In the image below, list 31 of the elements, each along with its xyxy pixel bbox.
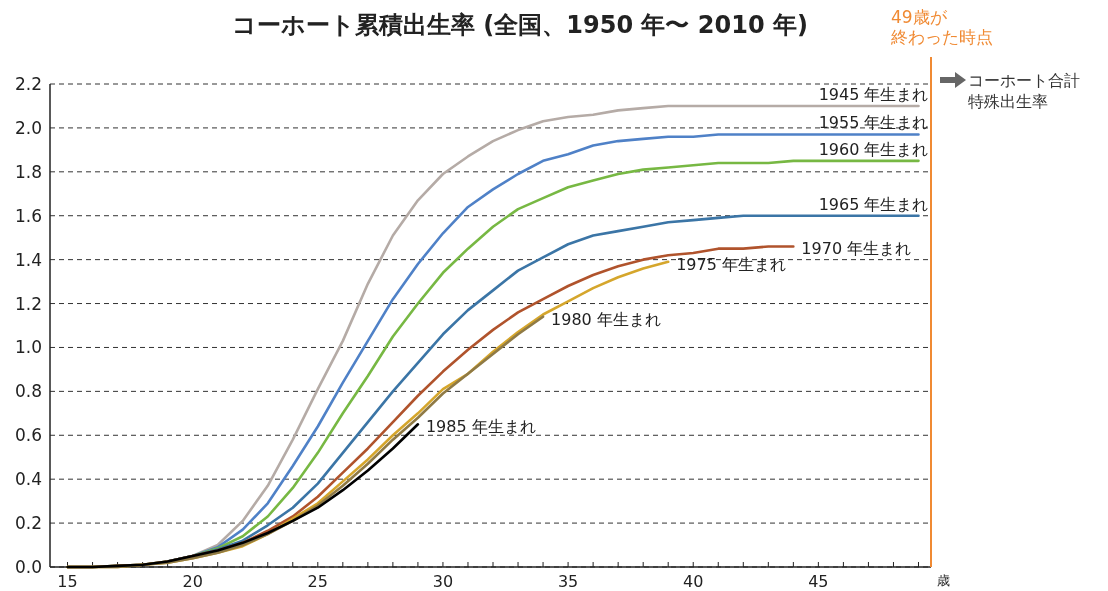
y-tick-label: 0.6: [14, 425, 42, 446]
series-label: 1945 年生まれ: [818, 84, 929, 104]
y-tick-label: 1.0: [14, 337, 42, 358]
y-tick-label: 0.0: [14, 557, 42, 577]
x-tick-label: 15: [57, 572, 78, 591]
y-tick-label: 1.6: [14, 205, 42, 226]
y-tick-label: 2.2: [14, 74, 42, 94]
series-label: 1965 年生まれ: [818, 194, 929, 214]
x-axis-title: 歳: [937, 573, 950, 588]
y-tick-label: 1.4: [14, 249, 42, 270]
x-tick-label: 30: [432, 572, 454, 591]
series-label: 1975 年生まれ: [676, 254, 787, 274]
y-tick-label: 2.0: [14, 117, 42, 138]
x-tick-label: 45: [808, 572, 829, 591]
chart-title: コーホート累積出生率 (全国、1950 年〜 2010 年): [232, 11, 808, 39]
y-tick-label: 1.2: [14, 293, 42, 314]
y-tick-label: 0.4: [14, 469, 42, 490]
ref-line-label: 49歳が終わった時点: [890, 7, 993, 47]
y-tick-label: 1.8: [14, 161, 42, 182]
series-label: 1970 年生まれ: [801, 239, 912, 259]
x-tick-label: 40: [683, 572, 704, 591]
text: コーホート合計特殊出生率: [968, 71, 1080, 111]
series-label: 1960 年生まれ: [818, 139, 929, 159]
x-tick-label: 20: [182, 572, 203, 591]
series-label: 1955 年生まれ: [818, 113, 929, 133]
series-label: 1980 年生まれ: [551, 309, 661, 329]
x-tick-label: 25: [307, 572, 328, 591]
y-tick-label: 0.2: [14, 513, 42, 534]
y-tick-label: 0.8: [14, 381, 42, 402]
x-tick-label: 35: [557, 572, 579, 591]
series-label: 1985 年生まれ: [425, 417, 536, 437]
